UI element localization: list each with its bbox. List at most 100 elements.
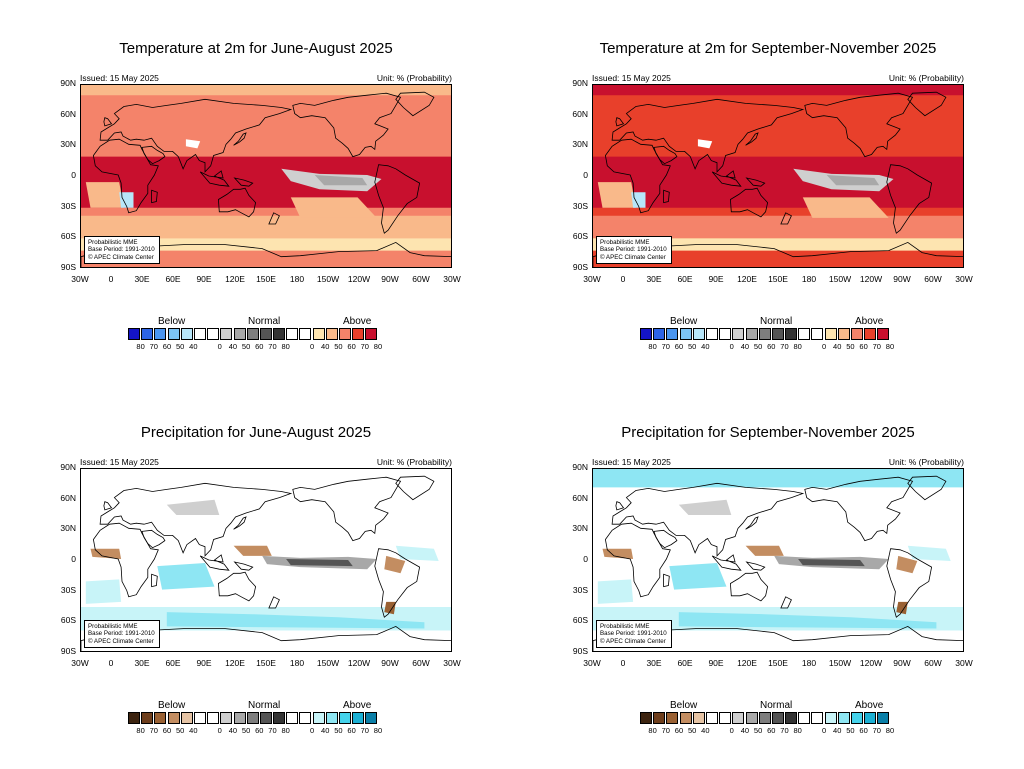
region-south-atlantic-wet	[597, 579, 634, 604]
legend-value: 80	[373, 726, 383, 735]
lat-label: 60N	[572, 108, 588, 119]
legend-value: 40	[321, 342, 330, 351]
legend-spacer	[804, 342, 817, 351]
lat-label: 30N	[60, 139, 76, 150]
legend-swatch	[325, 328, 338, 340]
legend-values: 80 70 60 50 40 0 40 50 60 70 80 0 40 50 60 70 80	[646, 726, 897, 735]
legend-value: 70	[872, 726, 881, 735]
lon-label: 0	[620, 274, 626, 284]
legend-swatch	[259, 712, 272, 724]
lon-label: 150W	[828, 274, 852, 284]
lat-label: 30S	[572, 584, 588, 595]
lon-label: 120W	[859, 658, 883, 668]
legend-swatch	[811, 328, 824, 340]
legend-value: 80	[648, 342, 657, 351]
legend-swatch	[877, 712, 890, 724]
lon-label: 30W	[443, 274, 461, 284]
legend-value: 50	[334, 342, 343, 351]
region-southern-ocean	[593, 238, 963, 251]
legend-swatch	[837, 328, 850, 340]
lat-label: 0	[71, 170, 76, 180]
coastline-japan	[233, 516, 247, 530]
legend-value: 80	[281, 342, 290, 351]
coastline-greenland	[907, 91, 947, 117]
legend-value: 40	[189, 342, 198, 351]
legend-values: 80 70 60 50 40 0 40 50 60 70 80 0 40 50 60 70 80	[134, 342, 385, 351]
coastline-europe-asia	[99, 98, 293, 173]
region-southern-ocean	[81, 238, 451, 251]
lat-label: 60N	[60, 108, 76, 119]
legend-swatch	[732, 712, 745, 724]
lon-label: 60W	[412, 274, 430, 284]
legend-value: 70	[872, 342, 881, 351]
lat-label: 60S	[60, 615, 76, 626]
legend-swatch	[352, 712, 365, 724]
coastline-north-america	[292, 92, 402, 158]
lon-label: 150W	[316, 658, 340, 668]
legend-swatch	[286, 712, 299, 724]
legend-swatch	[220, 712, 233, 724]
legend-value: 50	[687, 342, 697, 351]
legend-category: Normal	[760, 700, 793, 711]
legend-value: 50	[175, 342, 185, 351]
region-north-asia-normal	[678, 499, 732, 515]
lon-label: 30W	[443, 658, 461, 668]
region-west-africa-below	[90, 548, 122, 559]
lon-label: 90W	[381, 274, 399, 284]
lon-label: 90W	[893, 658, 911, 668]
coastline-antarctica	[81, 625, 451, 651]
legend-value: 60	[674, 726, 684, 735]
lat-label: 30S	[60, 200, 76, 211]
coastline-greenland	[395, 475, 435, 501]
legend-swatch	[851, 328, 863, 340]
legend-category: Normal	[248, 316, 281, 327]
coastline-japan	[745, 516, 759, 530]
legend-swatch	[339, 328, 351, 340]
lon-label: 30E	[134, 274, 150, 284]
forecast-map: Probabilistic MME Base Period: 1991-2010 ©…	[80, 468, 452, 652]
legend-value: 60	[347, 342, 356, 351]
region-east-pacific-core	[314, 175, 368, 186]
forecast-panel: Precipitation for September-November 202…	[512, 384, 1024, 768]
region-central-pacific-core	[798, 559, 865, 567]
lon-label: 60W	[412, 658, 430, 668]
info-line: © APEC Climate Center	[88, 637, 154, 645]
lon-label: 0	[620, 658, 626, 668]
lon-label: 90W	[381, 658, 399, 668]
lat-label: 30N	[572, 139, 588, 150]
info-line: © APEC Climate Center	[600, 253, 666, 261]
legend-value: 70	[661, 726, 670, 735]
legend-value: 70	[360, 726, 369, 735]
coastline-south-america	[374, 548, 421, 618]
coastline-japan	[233, 132, 247, 146]
coastline-arabia	[653, 145, 678, 165]
info-box: Probabilistic MME Base Period: 1991-2010 ©…	[596, 235, 672, 264]
lon-label: 60W	[924, 658, 942, 668]
panel-title: Temperature at 2m for September-November…	[599, 40, 937, 57]
legend-swatch	[207, 712, 220, 724]
unit-label: Unit: % (Probability)	[376, 457, 452, 467]
issued-date: Issued: 15 May 2025	[80, 73, 159, 83]
region-southern-wet-core	[166, 612, 425, 629]
legend-value: 50	[846, 342, 855, 351]
legend-swatch	[771, 712, 784, 724]
coastline-uk	[615, 501, 625, 511]
forecast-panel: Temperature at 2m for September-November…	[512, 0, 1024, 384]
coastline-africa	[92, 138, 159, 214]
legend-spacer	[804, 726, 817, 735]
coastline-new-zealand	[268, 212, 280, 225]
legend-swatch	[745, 712, 758, 724]
info-line: Base Period: 1991-2010	[600, 630, 667, 638]
legend-value: 60	[347, 726, 356, 735]
legend-swatch	[771, 328, 784, 340]
issued-date: Issued: 15 May 2025	[592, 73, 671, 83]
coastline-antarctica	[81, 241, 451, 267]
legend-swatch	[811, 712, 824, 724]
legend-swatch	[259, 328, 272, 340]
legend-swatch	[705, 328, 718, 340]
legend-category: Above	[855, 316, 884, 327]
lon-label: 30E	[646, 658, 662, 668]
legend-swatch	[758, 328, 771, 340]
legend-swatch	[273, 328, 286, 340]
coastline-africa	[604, 138, 671, 214]
